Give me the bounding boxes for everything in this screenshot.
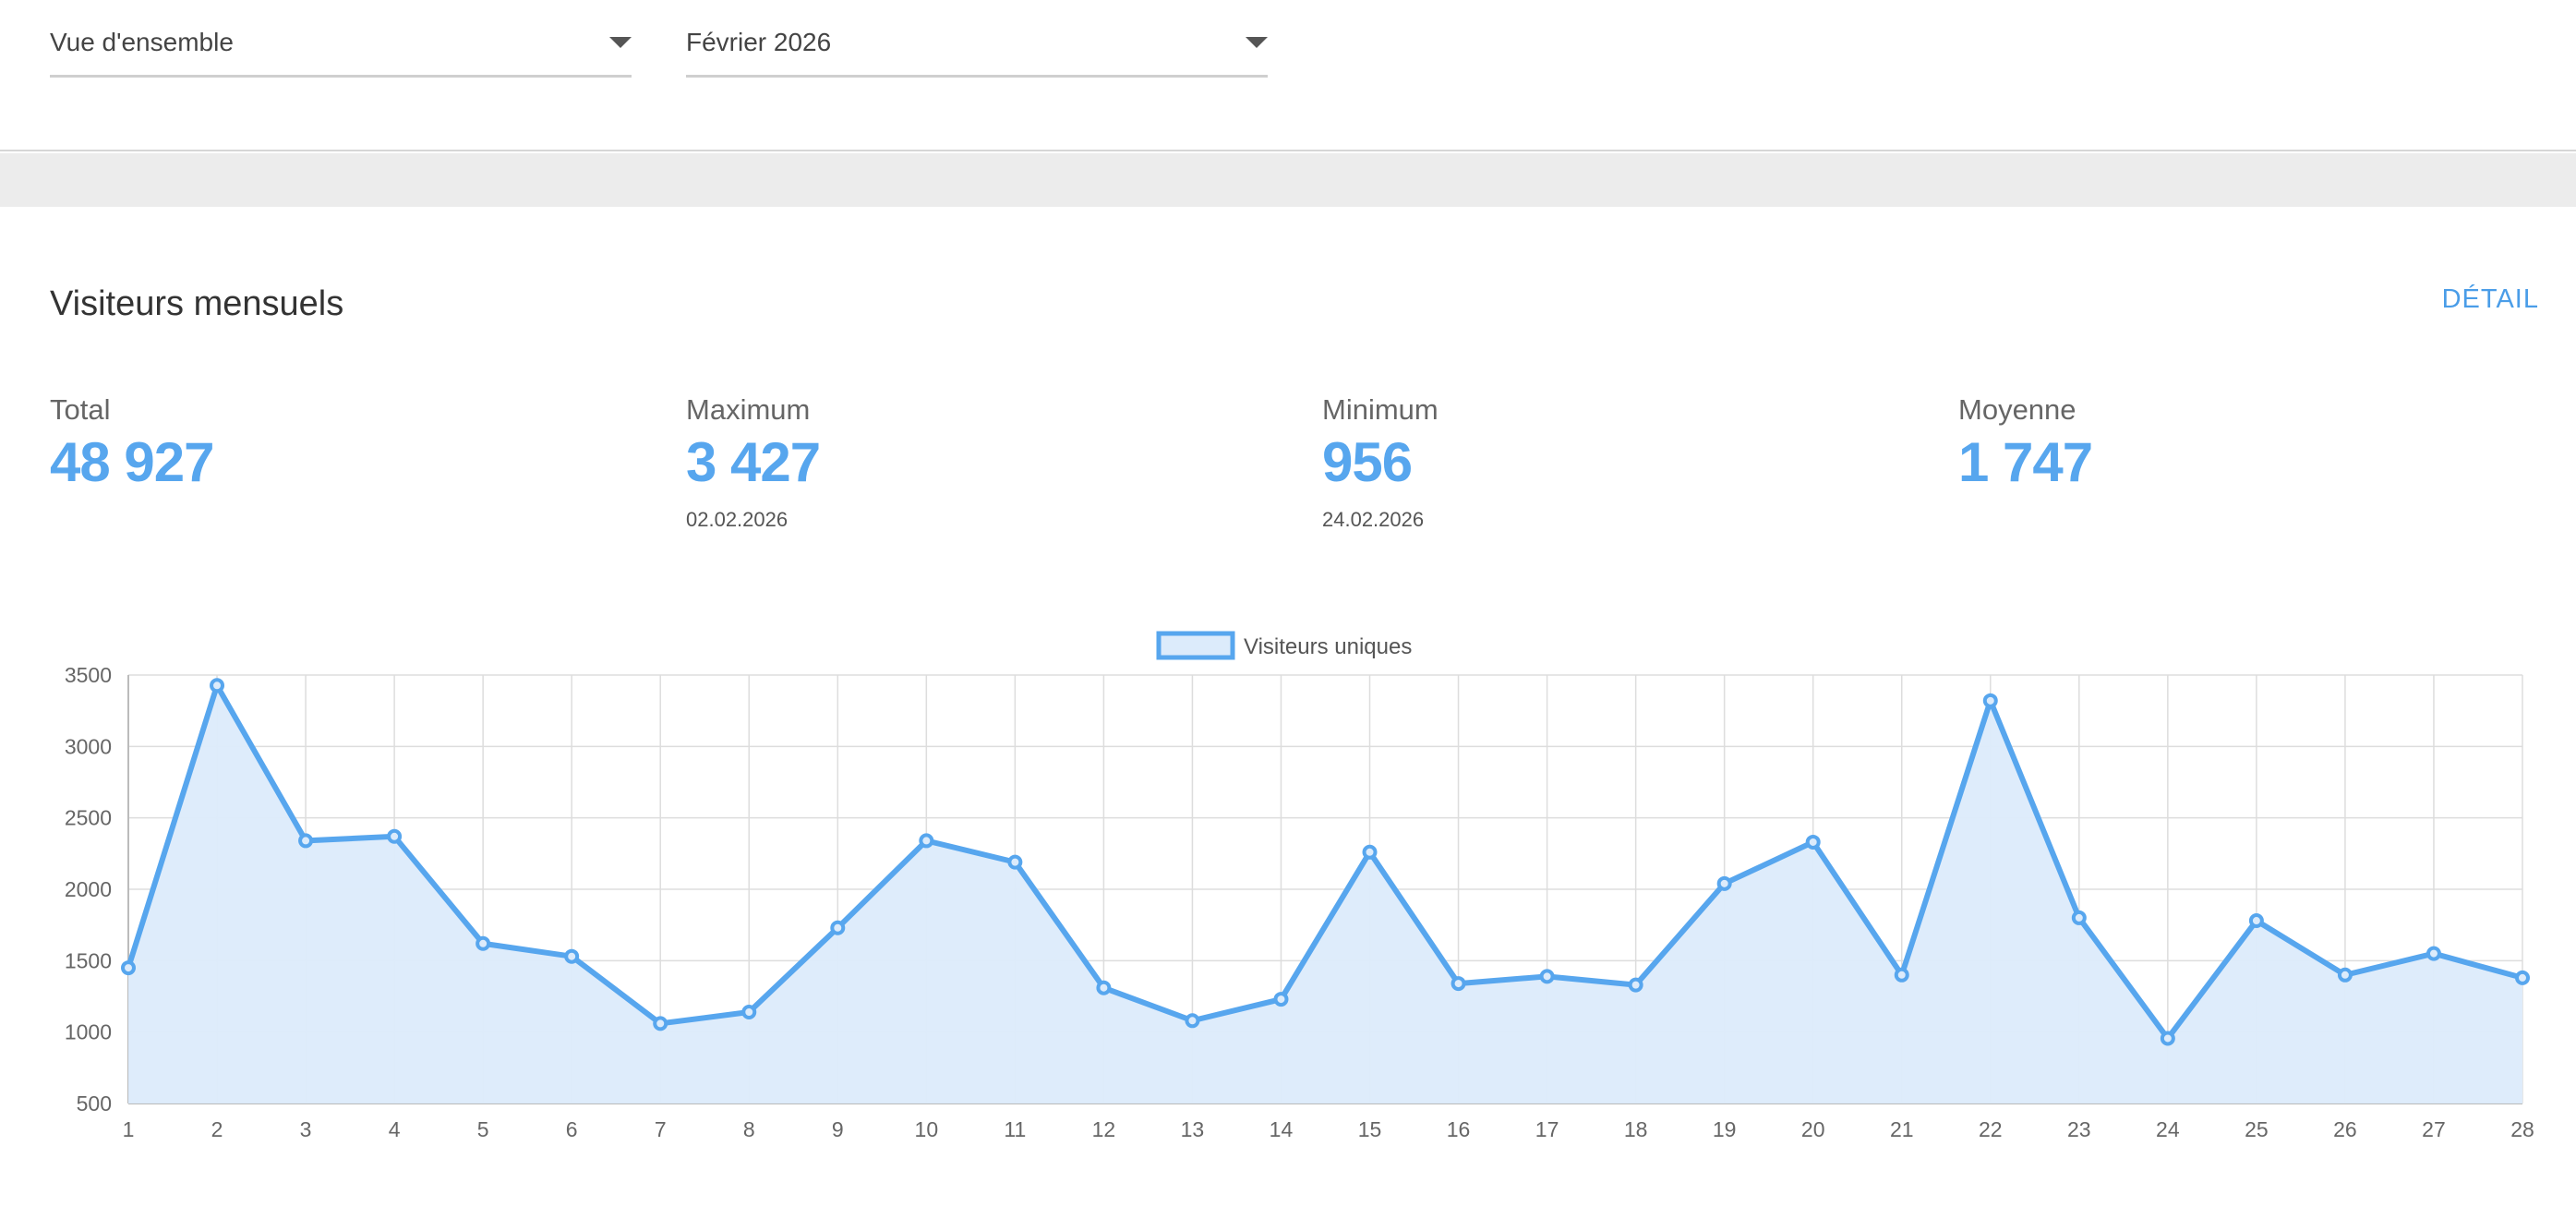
- x-tick-label: 28: [2510, 1117, 2534, 1141]
- card-title: Visiteurs mensuels: [50, 284, 344, 323]
- y-tick-label: 2000: [65, 877, 112, 901]
- data-point: [1628, 977, 1643, 993]
- x-tick-label: 14: [1270, 1117, 1294, 1141]
- legend-swatch: [1156, 631, 1235, 660]
- data-point: [1096, 980, 1112, 995]
- x-tick-label: 26: [2333, 1117, 2357, 1141]
- x-tick-label: 19: [1713, 1117, 1737, 1141]
- detail-button[interactable]: DÉTAIL: [2441, 284, 2539, 314]
- x-tick-label: 18: [1624, 1117, 1648, 1141]
- visitors-chart: 500 1000 1500 2000 2500 3000 3500 1 2 3 4 5 6 7 8 9 10 11…: [0, 609, 2576, 1164]
- stat-total: Total 48 927: [50, 392, 604, 495]
- y-tick-label: 3000: [65, 734, 112, 758]
- data-point: [2160, 1031, 2175, 1046]
- x-tick-label: 1: [123, 1117, 135, 1141]
- y-tick-label: 2500: [65, 806, 112, 830]
- data-point: [1451, 976, 1466, 992]
- data-point: [741, 1005, 757, 1020]
- x-tick-label: 6: [566, 1117, 578, 1141]
- stat-value: 1 747: [1958, 431, 2093, 493]
- x-tick-label: 12: [1092, 1117, 1116, 1141]
- data-point: [1007, 854, 1023, 870]
- data-point: [2337, 967, 2353, 983]
- stat-value: 956: [1322, 431, 1413, 493]
- month-select[interactable]: Février 2026: [686, 20, 1268, 78]
- x-tick-label: 10: [915, 1117, 939, 1141]
- x-tick-label: 17: [1535, 1117, 1559, 1141]
- view-select-value: Vue d'ensemble: [50, 28, 234, 56]
- x-tick-label: 9: [832, 1117, 844, 1141]
- data-point: [1805, 834, 1821, 850]
- data-point: [564, 948, 580, 964]
- y-tick-label: 500: [77, 1091, 112, 1116]
- section-divider: [0, 153, 2576, 207]
- stat-date: 02.02.2026: [686, 508, 788, 531]
- data-point: [1716, 875, 1732, 891]
- data-point: [387, 828, 403, 844]
- stat-label: Minimum: [1322, 393, 1438, 426]
- data-point: [210, 678, 225, 693]
- y-tick-label: 1000: [65, 1020, 112, 1044]
- stat-value: 3 427: [686, 431, 821, 493]
- data-point: [919, 833, 934, 849]
- x-tick-label: 15: [1358, 1117, 1382, 1141]
- x-tick-label: 2: [211, 1117, 223, 1141]
- stat-minimum: Minimum 956 24.02.2026: [1322, 392, 1876, 532]
- y-tick-label: 1500: [65, 948, 112, 972]
- x-tick-label: 23: [2067, 1117, 2091, 1141]
- x-tick-label: 27: [2422, 1117, 2446, 1141]
- stat-label: Total: [50, 393, 111, 426]
- y-tick-label: 3500: [65, 663, 112, 687]
- month-select-value: Février 2026: [686, 28, 832, 56]
- stat-value: 48 927: [50, 431, 215, 493]
- data-point: [121, 960, 136, 976]
- filter-bar: Vue d'ensemble Février 2026: [0, 0, 2576, 151]
- view-select[interactable]: Vue d'ensemble: [50, 20, 632, 78]
- stat-label: Moyenne: [1958, 393, 2076, 426]
- x-tick-label: 20: [1801, 1117, 1825, 1141]
- stat-average: Moyenne 1 747: [1958, 392, 2512, 495]
- legend-label: Visiteurs uniques: [1244, 634, 1412, 659]
- data-point: [298, 833, 314, 849]
- data-point: [2426, 946, 2441, 961]
- data-point: [1362, 844, 1378, 860]
- x-tick-label: 25: [2245, 1117, 2269, 1141]
- x-tick-label: 5: [477, 1117, 489, 1141]
- data-point: [2248, 913, 2264, 929]
- stat-date: 24.02.2026: [1322, 508, 1425, 531]
- data-point: [1982, 693, 1998, 708]
- series-line: [126, 678, 2523, 1043]
- data-point: [1894, 967, 1909, 983]
- data-point: [2515, 970, 2530, 985]
- series-area: [128, 685, 2522, 1103]
- data-point: [653, 1016, 668, 1031]
- data-point: [1185, 1013, 1200, 1029]
- x-tick-label: 22: [1979, 1117, 2003, 1141]
- data-point: [830, 920, 846, 935]
- stat-maximum: Maximum 3 427 02.02.2026: [686, 392, 1240, 532]
- data-point: [475, 935, 491, 951]
- chevron-down-icon: [609, 37, 632, 48]
- data-point: [1539, 969, 1555, 984]
- stat-label: Maximum: [686, 393, 811, 426]
- x-tick-label: 21: [1890, 1117, 1914, 1141]
- data-point: [2071, 910, 2087, 925]
- x-tick-label: 4: [389, 1117, 401, 1141]
- x-tick-label: 24: [2156, 1117, 2180, 1141]
- chevron-down-icon: [1246, 37, 1268, 48]
- x-tick-label: 13: [1181, 1117, 1205, 1141]
- x-tick-label: 7: [655, 1117, 667, 1141]
- data-point: [1273, 992, 1289, 1007]
- x-tick-label: 8: [743, 1117, 755, 1141]
- x-tick-label: 16: [1447, 1117, 1471, 1141]
- x-tick-label: 11: [1004, 1117, 1026, 1141]
- x-tick-label: 3: [300, 1117, 312, 1141]
